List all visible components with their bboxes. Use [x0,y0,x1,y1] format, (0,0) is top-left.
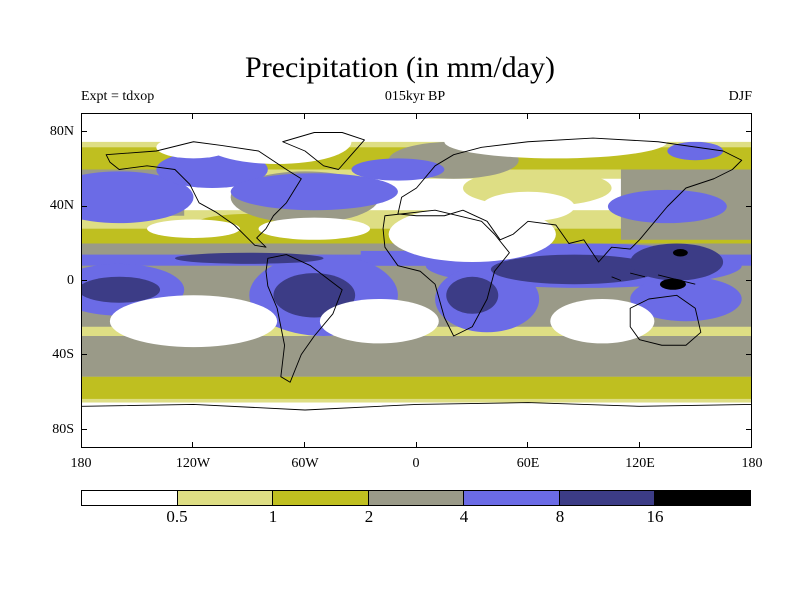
coast-north-america [105,141,302,248]
chart-title: Precipitation (in mm/day) [245,51,555,84]
x-tick-label: 60W [291,456,319,471]
y-tick-mark [746,428,752,430]
x-tick-mark [415,113,417,119]
y-tick-label: 40N [49,198,74,213]
precip-dry-areas [82,114,751,447]
colorbar [81,490,751,506]
x-tick-mark [80,442,82,448]
map-canvas [82,114,751,447]
y-tick-mark [746,205,752,207]
x-tick-mark [638,113,640,119]
colorbar-label: 2 [364,507,374,526]
colorbar-label: 1 [268,507,278,526]
x-tick-mark [750,113,752,119]
season-label: DJF [728,89,752,104]
x-tick-label: 0 [412,456,420,471]
x-tick-mark [80,113,82,119]
x-tick-mark [192,113,194,119]
precip-band-8-to-16 [82,243,724,318]
x-tick-mark [527,442,529,448]
precipitation-map [81,113,752,448]
x-tick-label: 120W [175,456,211,471]
colorbar-swatch [273,491,369,505]
x-tick-mark [192,442,194,448]
x-tick-mark [303,113,305,119]
y-tick-label: 80N [49,124,74,139]
colorbar-swatch [559,491,656,505]
x-tick-mark [303,442,305,448]
y-tick-mark [81,354,87,356]
coast-antarctica [82,402,751,411]
y-tick-mark [81,131,87,133]
y-tick-mark [81,280,87,281]
x-tick-label: 180 [741,456,763,471]
y-tick-mark [81,428,87,430]
y-tick-mark [746,280,752,281]
colorbar-swatch [655,491,751,505]
x-tick-mark [527,113,529,119]
coast-south-america [265,254,343,383]
y-tick-label: 40S [52,347,74,362]
experiment-label: Expt = tdxop [81,89,155,104]
y-tick-mark [746,131,752,133]
x-tick-mark [638,442,640,448]
colorbar-swatch [82,491,178,505]
colorbar-label: 0.5 [166,507,188,526]
colorbar-swatch [464,491,560,505]
coast-greenland [282,132,365,170]
x-tick-label: 60E [516,456,540,471]
x-tick-mark [415,442,417,448]
coastlines [82,132,751,411]
colorbar-label: 8 [555,507,565,526]
colorbar-swatch [368,491,465,505]
x-tick-label: 180 [70,456,92,471]
y-tick-label: 80S [52,422,74,437]
coast-australia [629,294,702,346]
coast-africa [382,209,510,337]
period-label: 015kyr BP [384,89,446,104]
y-tick-label: 0 [67,273,74,288]
colorbar-swatch [177,491,274,505]
precip-band-gt-16 [659,249,688,290]
x-tick-mark [750,442,752,448]
x-tick-label: 120E [625,456,655,471]
colorbar-label: 16 [646,507,664,526]
colorbar-label: 4 [459,507,469,526]
y-tick-mark [81,205,87,207]
coast-eurasia [397,137,743,263]
coast-maritime-continent [611,272,696,285]
y-tick-mark [746,354,752,356]
